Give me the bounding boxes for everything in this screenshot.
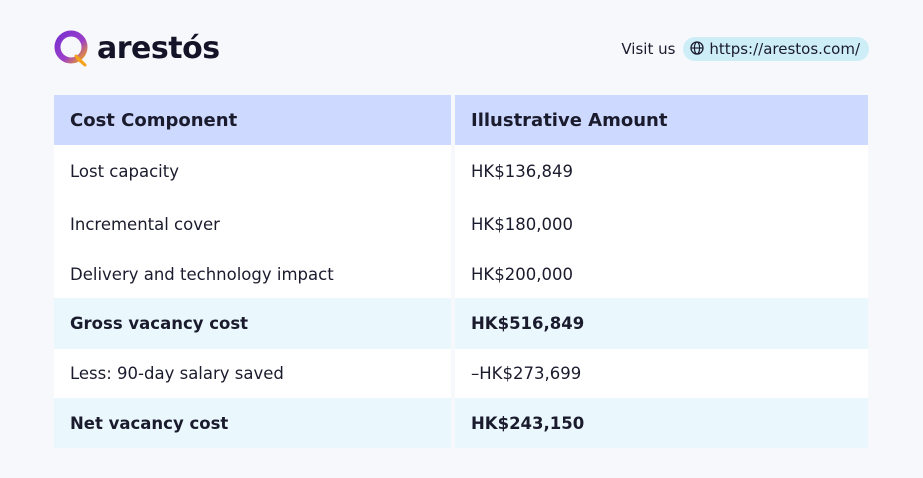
amount-cell: HK$180,000: [455, 198, 868, 250]
cost-component-cell: Lost capacity: [54, 145, 451, 198]
cost-component-cell: Less: 90-day salary saved: [54, 349, 451, 398]
cost-component-cell: Net vacancy cost: [54, 398, 451, 448]
table-row-total: Net vacancy cost HK$243,150: [54, 398, 868, 448]
table-row: Less: 90-day salary saved –HK$273,699: [54, 349, 868, 398]
website-url: https://arestos.com/: [709, 40, 860, 58]
visit-label: Visit us: [621, 40, 676, 58]
column-header-amount: Illustrative Amount: [455, 95, 868, 145]
visit-us: Visit us https://arestos.com/: [621, 36, 869, 62]
amount-cell: HK$136,849: [455, 145, 868, 198]
table-row: Incremental cover HK$180,000: [54, 198, 868, 250]
amount-cell: HK$200,000: [455, 250, 868, 298]
table-row-subtotal: Gross vacancy cost HK$516,849: [54, 298, 868, 349]
amount-cell: HK$243,150: [455, 398, 868, 448]
page-header: arestós Visit us https://arestos.com/: [54, 30, 869, 68]
cost-component-cell: Incremental cover: [54, 198, 451, 250]
cost-component-cell: Gross vacancy cost: [54, 298, 451, 349]
table-row: Delivery and technology impact HK$200,00…: [54, 250, 868, 298]
vacancy-cost-table: Cost Component Illustrative Amount Lost …: [54, 95, 868, 448]
globe-icon: [690, 40, 709, 59]
website-link[interactable]: https://arestos.com/: [683, 37, 869, 61]
brand-logo[interactable]: arestós: [54, 30, 220, 68]
speech-bubble-q-icon: [54, 30, 88, 68]
brand-name: arestós: [97, 31, 220, 66]
amount-cell: HK$516,849: [455, 298, 868, 349]
amount-cell: –HK$273,699: [455, 349, 868, 398]
cost-component-cell: Delivery and technology impact: [54, 250, 451, 298]
column-header-component: Cost Component: [54, 95, 451, 145]
table-header-row: Cost Component Illustrative Amount: [54, 95, 868, 145]
table-row: Lost capacity HK$136,849: [54, 145, 868, 198]
